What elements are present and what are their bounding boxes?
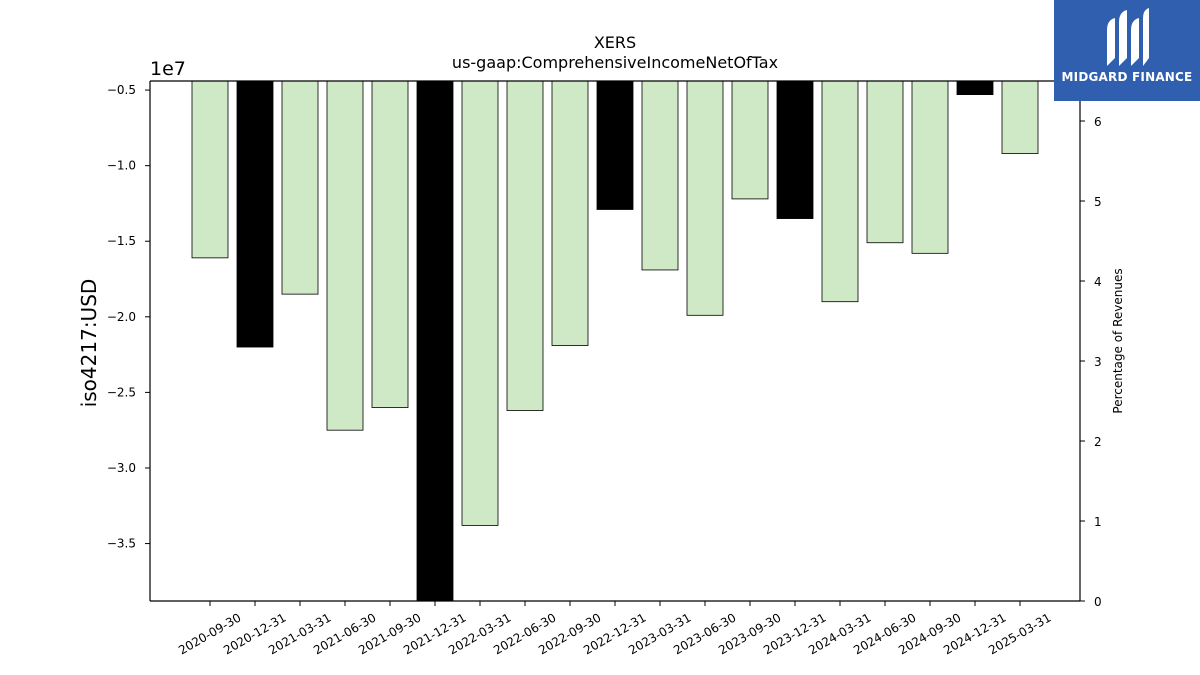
- bar-2020-09-30: [191, 80, 229, 259]
- bar-2022-09-30: [551, 80, 589, 346]
- bar-2021-03-31: [281, 80, 319, 295]
- bar-2020-12-31: [236, 80, 274, 348]
- bar-2024-12-31: [956, 80, 994, 96]
- y-tick-label: −3.5: [107, 537, 136, 551]
- y2-axis-label: Percentage of Revenues: [1111, 268, 1125, 413]
- y2-tick-label: 1: [1094, 515, 1102, 529]
- chart-title: XERS: [594, 33, 636, 52]
- bar-2022-03-31: [461, 80, 499, 526]
- bar-2025-03-31: [1001, 80, 1039, 154]
- bar-2022-06-30: [506, 80, 544, 411]
- bar-2024-03-31: [821, 80, 859, 303]
- y2-tick-label: 2: [1094, 435, 1102, 449]
- y-tick-label: −2.0: [107, 310, 136, 324]
- y-tick-label: −1.0: [107, 159, 136, 173]
- brand-logo: MIDGARD FINANCE: [1054, 0, 1200, 101]
- bar-2023-09-30: [731, 80, 769, 200]
- bar-2021-06-30: [326, 80, 364, 431]
- bars-layer: [191, 80, 1039, 602]
- bar-2023-12-31: [776, 80, 814, 219]
- chart-subtitle: us-gaap:ComprehensiveIncomeNetOfTax: [452, 53, 778, 72]
- midgard-logo-icon: [1107, 8, 1149, 66]
- bar-2024-09-30: [911, 80, 949, 254]
- bar-2022-12-31: [596, 80, 634, 210]
- y-tick-label: −2.5: [107, 385, 136, 399]
- logo-text: MIDGARD FINANCE: [1061, 70, 1193, 84]
- bar-2021-09-30: [371, 80, 409, 408]
- y-tick-label: −0.5: [107, 83, 136, 97]
- y2-tick-label: 3: [1094, 355, 1102, 369]
- y2-tick-label: 5: [1094, 195, 1102, 209]
- y-tick-label: −1.5: [107, 234, 136, 248]
- bar-2024-06-30: [866, 80, 904, 244]
- y2-tick-label: 4: [1094, 275, 1102, 289]
- y2-tick-label: 6: [1094, 115, 1102, 129]
- bar-2023-03-31: [641, 80, 679, 271]
- bar-2023-06-30: [686, 80, 724, 316]
- bar-2021-12-31: [416, 80, 454, 602]
- y2-tick-label: 0: [1094, 595, 1102, 609]
- y-scale-label: 1e7: [150, 58, 186, 80]
- y-tick-label: −3.0: [107, 461, 136, 475]
- y-axis-label: iso4217:USD: [77, 279, 101, 408]
